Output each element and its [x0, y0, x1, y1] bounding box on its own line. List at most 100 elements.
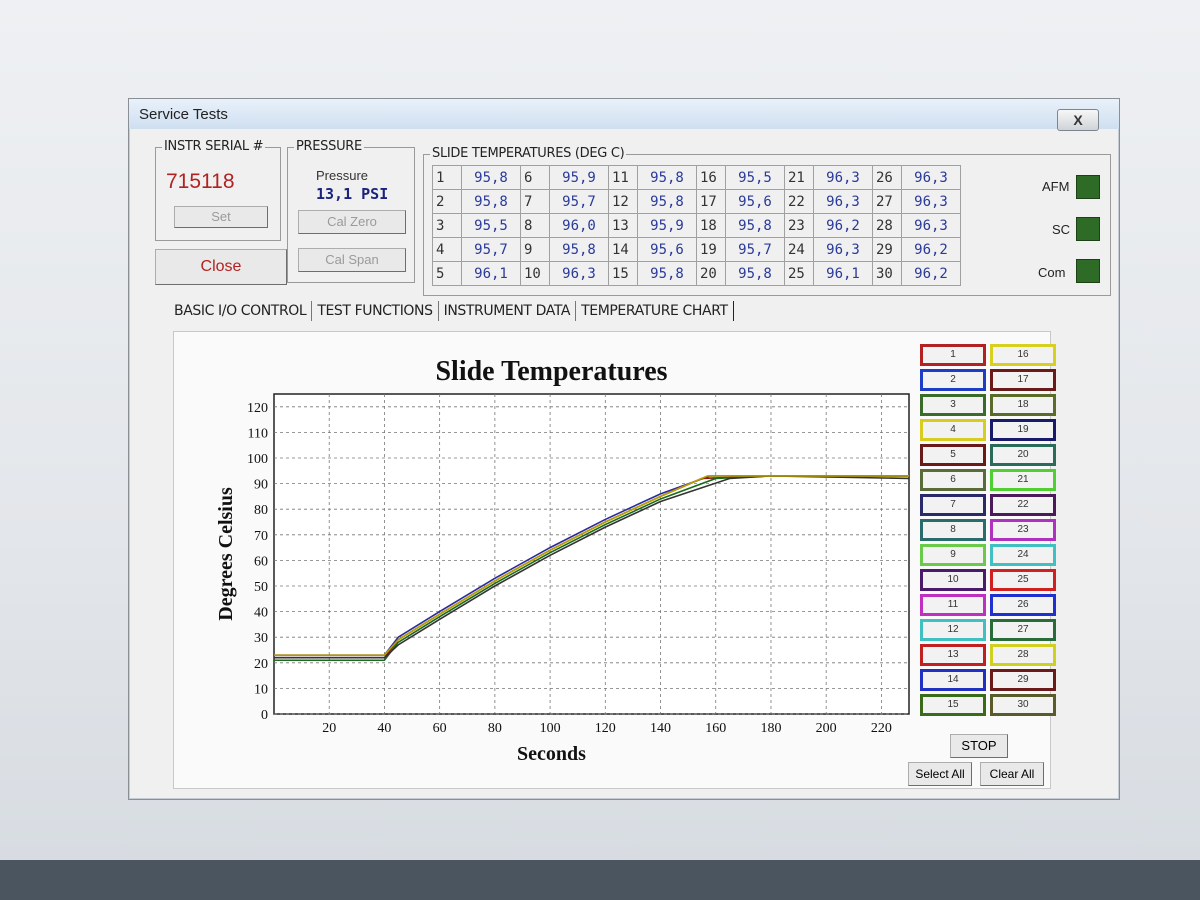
close-button[interactable]: Close	[155, 249, 287, 285]
x-tick-label: 80	[488, 721, 502, 736]
slide-number: 26	[872, 165, 902, 190]
slide-temperature-value: 95,8	[549, 237, 609, 262]
slide-number: 16	[696, 165, 726, 190]
slide-temperature-value: 95,9	[637, 213, 697, 238]
legend-slide-13[interactable]: 13	[920, 644, 986, 666]
slide-number: 20	[696, 261, 726, 286]
slide-legend: 1 2 3 4 5 6 7 8 9 10 11 12 13 14 15 16 17 18 19 20 21 22 23 24 2…	[920, 344, 1056, 724]
legend-slide-20[interactable]: 20	[990, 444, 1056, 466]
legend-slide-4[interactable]: 4	[920, 419, 986, 441]
legend-slide-23[interactable]: 23	[990, 519, 1056, 541]
temperature-chart: 20 40 60 80 100 120 140 160 180 200 220 0 10 20 30 40 50…	[215, 356, 910, 765]
slide-temperature-value: 96,3	[901, 165, 961, 190]
legend-slide-17[interactable]: 17	[990, 369, 1056, 391]
x-tick-label: 40	[377, 721, 391, 736]
slide-temperature-row: 1 95,8 6 95,9 11 95,8 16 95,5 21 96,3 26 96,3	[432, 165, 961, 190]
slide-temperature-value: 96,1	[813, 261, 873, 286]
legend-slide-12[interactable]: 12	[920, 619, 986, 641]
legend-slide-30[interactable]: 30	[990, 694, 1056, 716]
legend-slide-7[interactable]: 7	[920, 494, 986, 516]
slide-temperature-value: 95,7	[461, 237, 521, 262]
legend-slide-6[interactable]: 6	[920, 469, 986, 491]
slide-temperature-value: 95,8	[637, 165, 697, 190]
set-button[interactable]: Set	[174, 206, 268, 228]
slide-number: 1	[432, 165, 462, 190]
tab-test-functions[interactable]: TEST FUNCTIONS	[312, 301, 439, 321]
slide-number: 5	[432, 261, 462, 286]
tab-bar: BASIC I/O CONTROL TEST FUNCTIONS INSTRUM…	[169, 301, 734, 321]
slide-number: 3	[432, 213, 462, 238]
stop-button[interactable]: STOP	[950, 734, 1008, 758]
series-line	[274, 475, 910, 659]
legend-slide-16[interactable]: 16	[990, 344, 1056, 366]
cal-span-button[interactable]: Cal Span	[298, 248, 406, 272]
legend-slide-25[interactable]: 25	[990, 569, 1056, 591]
slide-temperature-value: 96,3	[549, 261, 609, 286]
legend-slide-19[interactable]: 19	[990, 419, 1056, 441]
clear-all-button[interactable]: Clear All	[980, 762, 1044, 786]
afm-label: AFM	[1042, 179, 1070, 194]
slide-temperature-value: 95,8	[725, 213, 785, 238]
x-tick-label: 200	[816, 721, 837, 736]
legend-slide-29[interactable]: 29	[990, 669, 1056, 691]
y-tick-label: 30	[254, 631, 268, 646]
legend-slide-2[interactable]: 2	[920, 369, 986, 391]
slide-number: 22	[784, 189, 814, 214]
slide-number: 2	[432, 189, 462, 214]
slide-temperature-value: 95,6	[637, 237, 697, 262]
y-tick-label: 0	[261, 708, 268, 723]
slide-number: 7	[520, 189, 550, 214]
slide-temperatures-label: SLIDE TEMPERATURES (DEG C)	[430, 146, 627, 161]
serial-group-label: INSTR SERIAL #	[162, 139, 266, 154]
y-tick-label: 20	[254, 657, 268, 672]
close-window-button[interactable]: X	[1057, 109, 1099, 131]
slide-temperature-value: 95,8	[725, 261, 785, 286]
legend-slide-24[interactable]: 24	[990, 544, 1056, 566]
legend-slide-11[interactable]: 11	[920, 594, 986, 616]
window-title: Service Tests	[139, 106, 228, 123]
slide-temperature-row: 4 95,7 9 95,8 14 95,6 19 95,7 24 96,3 29 96,2	[432, 237, 961, 262]
legend-slide-22[interactable]: 22	[990, 494, 1056, 516]
tab-basic-io-control[interactable]: BASIC I/O CONTROL	[169, 301, 313, 321]
cal-zero-button[interactable]: Cal Zero	[298, 210, 406, 234]
legend-slide-18[interactable]: 18	[990, 394, 1056, 416]
slide-temperature-value: 95,8	[461, 189, 521, 214]
slide-number: 12	[608, 189, 638, 214]
legend-slide-27[interactable]: 27	[990, 619, 1056, 641]
slide-number: 27	[872, 189, 902, 214]
slide-temperature-row: 3 95,5 8 96,0 13 95,9 18 95,8 23 96,2 28 96,3	[432, 213, 961, 238]
legend-slide-26[interactable]: 26	[990, 594, 1056, 616]
afm-status-led	[1076, 175, 1100, 199]
legend-slide-14[interactable]: 14	[920, 669, 986, 691]
sc-label: SC	[1052, 222, 1071, 237]
serial-number: 715118	[166, 170, 235, 193]
select-all-button[interactable]: Select All	[908, 762, 972, 786]
slide-temperature-row: 2 95,8 7 95,7 12 95,8 17 95,6 22 96,3 27 96,3	[432, 189, 961, 214]
com-label: Com	[1038, 265, 1066, 280]
slide-temperature-value: 96,2	[901, 237, 961, 262]
legend-slide-9[interactable]: 9	[920, 544, 986, 566]
y-tick-label: 70	[254, 529, 268, 544]
slide-number: 30	[872, 261, 902, 286]
legend-slide-10[interactable]: 10	[920, 569, 986, 591]
tab-instrument-data[interactable]: INSTRUMENT DATA	[439, 301, 577, 321]
y-tick-label: 60	[254, 554, 268, 569]
y-tick-label: 90	[254, 478, 268, 493]
legend-slide-1[interactable]: 1	[920, 344, 986, 366]
slide-temperature-value: 96,3	[901, 213, 961, 238]
legend-slide-5[interactable]: 5	[920, 444, 986, 466]
slide-number: 18	[696, 213, 726, 238]
legend-slide-8[interactable]: 8	[920, 519, 986, 541]
legend-slide-3[interactable]: 3	[920, 394, 986, 416]
x-tick-label: 160	[705, 721, 726, 736]
monitor-bezel	[0, 860, 1200, 900]
tab-temperature-chart[interactable]: TEMPERATURE CHART	[576, 301, 734, 321]
x-tick-label: 60	[433, 721, 447, 736]
pressure-group: PRESSURE Pressure 13,1 PSI Cal Zero Cal …	[287, 139, 415, 283]
legend-slide-15[interactable]: 15	[920, 694, 986, 716]
legend-slide-28[interactable]: 28	[990, 644, 1056, 666]
slide-temperature-value: 96,3	[901, 189, 961, 214]
legend-slide-21[interactable]: 21	[990, 469, 1056, 491]
slide-temperatures-table: 1 95,8 6 95,9 11 95,8 16 95,5 21 96,3 26 96,3 2 95,8 7…	[432, 165, 961, 286]
x-tick-label: 220	[871, 721, 892, 736]
